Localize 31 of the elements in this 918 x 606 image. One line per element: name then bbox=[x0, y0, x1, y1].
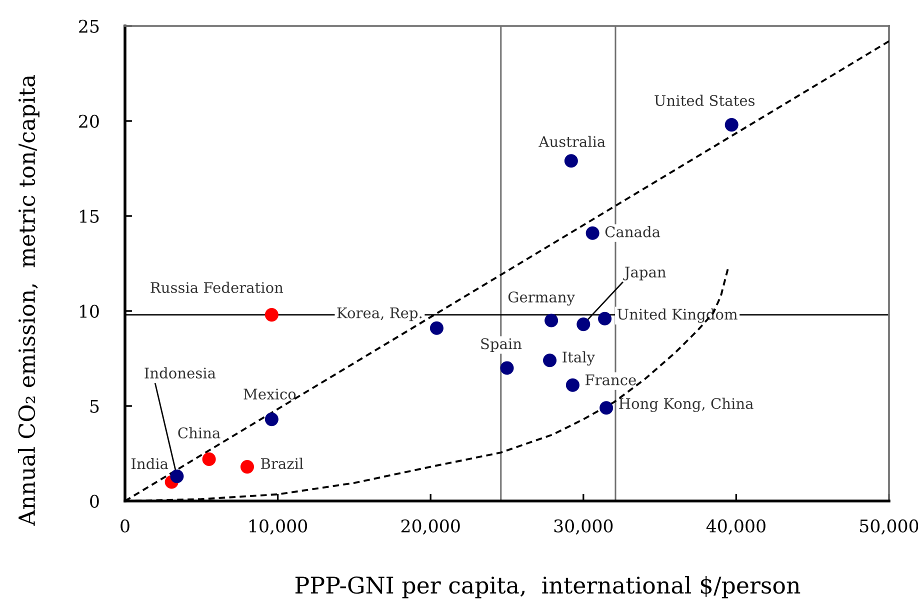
annotation: United States bbox=[654, 94, 755, 106]
x-tick-label: 10,000 bbox=[250, 519, 308, 535]
annotation: Australia bbox=[538, 136, 606, 148]
annotation: Spain bbox=[481, 338, 522, 352]
x-tick-label: 0 bbox=[120, 519, 130, 532]
annotation: Mexico bbox=[244, 388, 296, 400]
y-tick-label: 10 bbox=[80, 304, 99, 318]
y-axis-title: Annual CO₂ emission, metric ton/capita bbox=[18, 74, 40, 526]
y-tick-label: 5 bbox=[90, 400, 99, 413]
annotation: Indonesia bbox=[144, 367, 216, 379]
annotation: Hong Kong, China bbox=[619, 398, 754, 412]
annotation: United Kingdom bbox=[617, 308, 738, 323]
y-tick-label: 0 bbox=[90, 494, 99, 508]
annotation: Russia Federation bbox=[150, 282, 284, 294]
x-tick-label: 50,000 bbox=[860, 519, 918, 535]
x-axis-title: PPP-GNI per capita, international $/person bbox=[295, 576, 800, 598]
annotation: Japan bbox=[623, 266, 666, 280]
x-tick-label: 30,000 bbox=[554, 519, 613, 535]
annotation: China bbox=[178, 427, 220, 438]
x-tick-label: 40,000 bbox=[706, 519, 766, 535]
annotation: Korea, Rep. bbox=[337, 307, 422, 322]
annotation: India bbox=[131, 458, 168, 470]
y-tick-label: 15 bbox=[80, 210, 99, 223]
annotation: Canada bbox=[605, 226, 660, 238]
annotation: Germany bbox=[508, 291, 575, 306]
annotation: Italy bbox=[562, 351, 595, 366]
x-tick-label: 20,000 bbox=[401, 519, 460, 535]
y-tick-label: 20 bbox=[79, 114, 99, 128]
annotation: Brazil bbox=[261, 458, 304, 470]
annotation: France bbox=[586, 374, 636, 386]
y-tick-label: 25 bbox=[79, 20, 99, 33]
